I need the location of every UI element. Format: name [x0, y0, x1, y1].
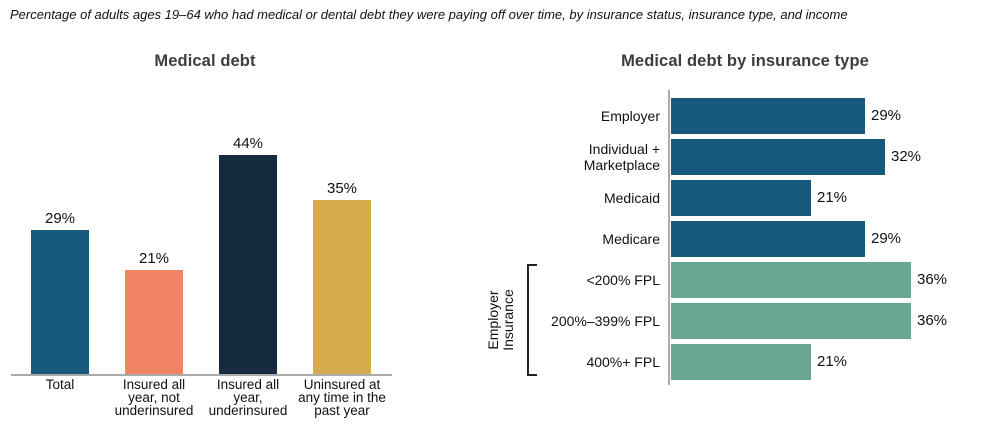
group-bracket-bottom-tick	[527, 374, 537, 376]
hbar-category-label-4: <200% FPL	[586, 272, 660, 288]
hbar-category-label-0: Employer	[600, 108, 660, 124]
group-bracket-vertical	[527, 264, 529, 376]
hbar-1	[671, 139, 885, 175]
hbar-2	[671, 180, 811, 216]
hbar-4	[671, 262, 911, 298]
hbar-value-label-6: 21%	[817, 353, 848, 370]
bar-category-label-3: Uninsured at any time in the past year	[298, 377, 386, 418]
hbar-0	[671, 98, 865, 134]
bar-category-label-1: Insured all year, not underinsured	[114, 377, 194, 418]
hbar-category-label-2: Medicaid	[603, 190, 660, 206]
bar-category-label-2: Insured all year, underinsured	[208, 377, 288, 418]
hbar-value-label-0: 29%	[871, 107, 902, 124]
right-y-axis	[668, 90, 670, 385]
left-chart-title: Medical debt	[154, 52, 256, 70]
hbar-value-label-3: 29%	[871, 230, 902, 247]
bar-value-label-1: 21%	[138, 250, 170, 267]
hbar-value-label-2: 21%	[817, 189, 848, 206]
bar-value-label-0: 29%	[44, 210, 76, 227]
bar-2	[219, 155, 277, 374]
hbar-category-label-6: 400%+ FPL	[586, 354, 660, 370]
bar-category-label-0: Total	[45, 377, 75, 392]
hbar-value-label-4: 36%	[917, 271, 948, 288]
bar-0	[31, 230, 89, 374]
hbar-category-label-5: 200%–399% FPL	[551, 313, 660, 329]
hbar-3	[671, 221, 865, 257]
right-chart-title: Medical debt by insurance type	[621, 52, 869, 70]
bar-1	[125, 270, 183, 374]
bar-3	[313, 200, 371, 374]
hbar-6	[671, 344, 811, 380]
bar-value-label-2: 44%	[232, 135, 264, 152]
group-label: Employer Insurance	[485, 289, 516, 351]
hbar-5	[671, 303, 911, 339]
bar-value-label-3: 35%	[326, 180, 358, 197]
hbar-value-label-1: 32%	[891, 148, 922, 165]
group-bracket-top-tick	[527, 264, 537, 266]
hbar-category-label-1: Individual + Marketplace	[583, 141, 660, 173]
hbar-category-label-3: Medicare	[602, 231, 660, 247]
figure-caption: Percentage of adults ages 19–64 who had …	[10, 7, 848, 22]
hbar-value-label-5: 36%	[917, 312, 948, 329]
left-x-axis	[11, 374, 392, 376]
